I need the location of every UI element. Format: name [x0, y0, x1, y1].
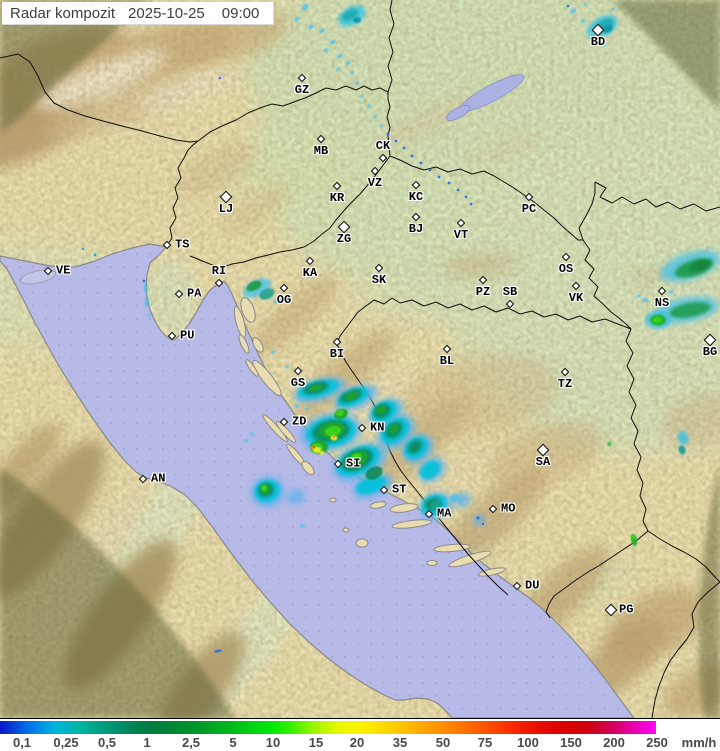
legend-tick: 50	[435, 735, 451, 750]
legend-tick: 0,5	[97, 735, 117, 750]
legend-tick: 2,5	[181, 735, 201, 750]
legend-tick: 150	[560, 735, 582, 750]
legend-tick: 0,1	[12, 735, 32, 750]
legend-tick: 15	[308, 735, 324, 750]
legend-ticks: 0,1 0,25 0,5 1 2,5 5 10 15 20 35 50 75 100 150 200 250	[0, 719, 720, 751]
legend-tick: 250	[646, 735, 668, 750]
legend-tick: 200	[603, 735, 625, 750]
lake-balaton	[445, 74, 525, 121]
national-borders	[0, 0, 720, 718]
legend-colorbar	[0, 721, 656, 734]
legend-unit: mm/h	[681, 735, 717, 750]
title-bar: Radar kompozit 2025-10-25 09:00	[2, 2, 275, 25]
map-area: VE TS LJ RI PA PU GZ MB CK VZ KR KC ZG BJ VT KA SK OG PZ SB…	[0, 0, 720, 718]
title-time: 09:00	[221, 4, 260, 22]
legend-tick: 1	[143, 735, 151, 750]
title-date: 2025-10-25	[128, 4, 205, 22]
radar-echo-vojvodina	[607, 250, 720, 546]
legend-tick: 100	[517, 735, 539, 750]
map-canvas	[0, 0, 720, 718]
product-name: Radar kompozit	[10, 4, 116, 22]
legend-tick: 75	[477, 735, 493, 750]
radar-echoes	[81, 2, 720, 653]
legend-tick: 5	[229, 735, 237, 750]
radar-range-shading	[0, 0, 720, 718]
legend-tick: 20	[349, 735, 365, 750]
radar-echo-dalmatia-cluster	[214, 377, 485, 653]
legend-tick: 10	[265, 735, 281, 750]
legend-tick: 35	[392, 735, 408, 750]
legend-tick: 0,25	[53, 735, 79, 750]
radar-echo-north-streak	[218, 3, 473, 206]
legend: 0,1 0,25 0,5 1 2,5 5 10 15 20 35 50 75 100 150 200 250 …	[0, 718, 720, 751]
radar-echo-ogulin	[81, 247, 289, 369]
